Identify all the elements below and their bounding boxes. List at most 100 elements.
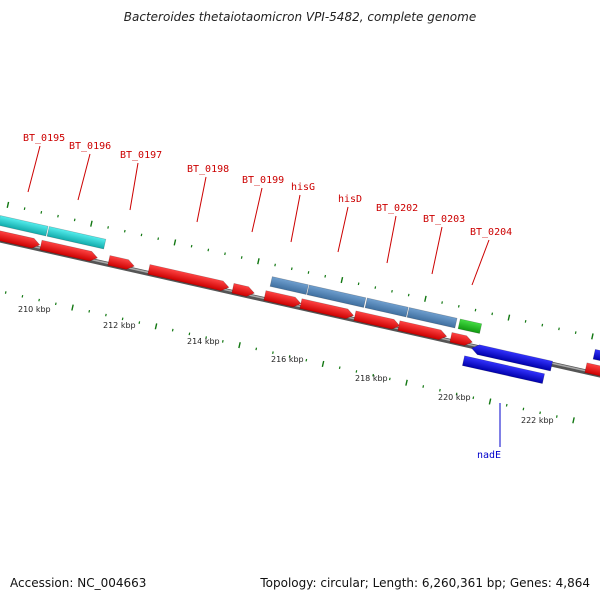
cog-block-cyan-2-shape xyxy=(46,226,107,250)
upper-tick-34 xyxy=(574,331,577,334)
cog-block-blue-edge-shape xyxy=(592,348,600,364)
lower-tick-23 xyxy=(372,373,374,377)
cds-forward-4 xyxy=(147,264,230,292)
gene-label: nadE xyxy=(477,450,501,461)
gene-leader-line xyxy=(290,194,301,243)
cds-forward-6-shape xyxy=(263,290,302,308)
upper-tick-35 xyxy=(591,333,594,340)
upper-tick-28 xyxy=(474,308,477,312)
lower-tick-32 xyxy=(522,407,525,411)
cog-block-steel-4 xyxy=(406,307,458,329)
cds-forward-edge-shape xyxy=(584,362,600,377)
upper-tick-32 xyxy=(541,323,544,327)
upper-tick-2 xyxy=(40,211,43,214)
upper-tick-19 xyxy=(324,274,327,278)
upper-tick-29 xyxy=(491,312,494,316)
gene-label: BT_0195 xyxy=(23,133,65,144)
cds-forward-4-shape xyxy=(147,264,230,292)
cds-forward-5 xyxy=(231,283,255,297)
lower-tick-20 xyxy=(321,360,325,368)
gene-leader-line xyxy=(471,239,490,286)
lower-tick-25 xyxy=(405,379,408,386)
lower-tick-33 xyxy=(539,411,541,415)
gene-label: hisG xyxy=(291,182,315,193)
upper-tick-23 xyxy=(391,289,393,293)
scale-tick-label: 220 kbp xyxy=(438,393,471,402)
lower-tick-30 xyxy=(488,398,492,405)
cds-forward-2-shape xyxy=(39,239,98,262)
upper-tick-20 xyxy=(340,276,344,284)
lower-tick-7 xyxy=(105,313,107,317)
lower-tick-15 xyxy=(238,342,241,349)
lower-tick-2 xyxy=(21,294,24,298)
lower-tick-22 xyxy=(355,370,358,373)
cog-block-blue-edge xyxy=(592,348,600,364)
lower-tick-28 xyxy=(455,392,458,396)
upper-tick-33 xyxy=(558,327,560,331)
upper-tick-3 xyxy=(57,214,59,218)
gene-leader-line xyxy=(431,226,443,275)
lower-tick-10 xyxy=(154,323,158,330)
gene-label: BT_0198 xyxy=(187,164,229,175)
upper-tick-1 xyxy=(23,207,26,210)
lower-tick-9 xyxy=(138,321,141,324)
gene-leader-line xyxy=(337,206,349,253)
lower-tick-8 xyxy=(121,317,124,321)
lower-tick-29 xyxy=(472,396,475,400)
cds-forward-8 xyxy=(353,310,401,330)
lower-tick-11 xyxy=(171,328,174,332)
cog-block-steel-4-shape xyxy=(406,307,458,329)
cog-block-steel-2-shape xyxy=(306,284,367,308)
scale-tick-label: 212 kbp xyxy=(103,321,136,330)
cds-reverse-nade xyxy=(462,355,545,384)
cds-forward-10 xyxy=(449,332,473,346)
cds-forward-5-shape xyxy=(231,283,255,297)
upper-tick-15 xyxy=(257,258,260,265)
lower-tick-14 xyxy=(221,340,224,343)
cds-forward-edge xyxy=(584,362,600,377)
scale-tick-label: 216 kbp xyxy=(271,355,304,364)
lower-tick-3 xyxy=(38,298,40,302)
cog-block-steel-1 xyxy=(269,276,309,295)
lower-tick-35 xyxy=(572,417,575,424)
lower-tick-16 xyxy=(255,347,258,351)
cog-block-cyan-2 xyxy=(46,226,107,250)
cds-forward-9 xyxy=(397,320,448,341)
cds-forward-2 xyxy=(39,239,98,262)
cds-forward-3-shape xyxy=(107,255,135,270)
lower-tick-4 xyxy=(54,302,57,306)
cds-forward-1-shape xyxy=(0,229,41,249)
lower-tick-21 xyxy=(338,366,341,370)
cds-forward-1 xyxy=(0,229,41,249)
lower-tick-5 xyxy=(71,304,74,311)
cog-block-cyan-1 xyxy=(0,215,49,237)
genome-info-text: Topology: circular; Length: 6,260,361 bp… xyxy=(260,576,590,590)
gene-leader-line xyxy=(77,153,91,201)
gene-leader-line xyxy=(251,187,263,233)
upper-tick-31 xyxy=(524,320,527,323)
upper-tick-5 xyxy=(90,220,93,227)
upper-tick-17 xyxy=(290,267,293,271)
gene-leader-line xyxy=(27,145,41,193)
scale-tick-label: 222 kbp xyxy=(521,416,554,425)
lower-tick-24 xyxy=(388,377,391,381)
cds-forward-10-shape xyxy=(449,332,473,346)
upper-tick-11 xyxy=(190,244,193,248)
lower-tick-17 xyxy=(272,351,274,355)
genome-title: Bacteroides thetaiotaomicron VPI-5482, c… xyxy=(123,10,477,24)
lower-tick-34 xyxy=(555,415,558,418)
lower-tick-18 xyxy=(288,355,291,358)
cog-block-steel-3 xyxy=(364,297,409,318)
upper-tick-10 xyxy=(173,239,177,246)
upper-tick-13 xyxy=(224,252,226,256)
cds-reverse-nade-shape xyxy=(462,355,545,384)
upper-tick-14 xyxy=(240,256,243,259)
cds-forward-9-shape xyxy=(397,320,448,341)
lower-tick-26 xyxy=(422,385,425,388)
upper-tick-9 xyxy=(157,237,160,241)
upper-tick-0 xyxy=(6,201,10,208)
cds-forward-7 xyxy=(299,298,355,320)
cds-forward-6 xyxy=(263,290,302,308)
cds-forward-3 xyxy=(107,255,135,270)
